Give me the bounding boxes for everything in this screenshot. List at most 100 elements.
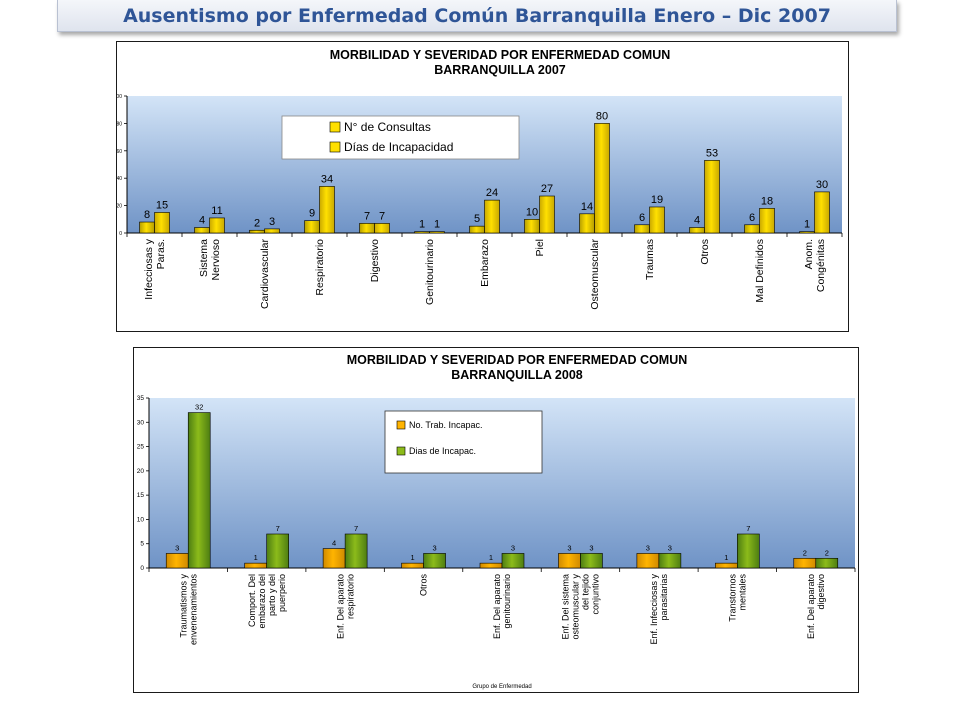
bar-series2 bbox=[704, 160, 720, 234]
category-label: Comport. Del bbox=[247, 574, 257, 627]
category-label: Otros bbox=[699, 239, 711, 265]
data-label: 1 bbox=[254, 553, 258, 562]
category-label: puerperio bbox=[277, 574, 287, 612]
bar-series2 bbox=[209, 217, 225, 234]
data-label: 19 bbox=[651, 194, 663, 206]
y-tick-label: 100 bbox=[117, 94, 122, 100]
bar-series1 bbox=[194, 227, 210, 234]
bar-series1 bbox=[744, 224, 760, 234]
bar-series1 bbox=[793, 557, 817, 569]
bar-series2 bbox=[814, 191, 830, 234]
data-label: 7 bbox=[379, 210, 385, 222]
category-label: Enf. Del aparato bbox=[806, 574, 816, 639]
y-tick-label: 10 bbox=[137, 516, 145, 523]
slide-title-text: Ausentismo por Enfermedad Común Barranqu… bbox=[123, 4, 831, 27]
bar-series2 bbox=[154, 212, 170, 234]
chart-2007-frame: MORBILIDAD Y SEVERIDAD POR ENFERMEDAD CO… bbox=[116, 41, 849, 332]
data-label: 24 bbox=[486, 187, 498, 199]
data-label: 3 bbox=[589, 543, 593, 552]
bar-series1 bbox=[715, 562, 738, 569]
data-label: 5 bbox=[474, 213, 480, 225]
y-tick-label: 20 bbox=[137, 468, 145, 475]
bar-series2 bbox=[423, 553, 446, 569]
chart-2007-svg: MORBILIDAD Y SEVERIDAD POR ENFERMEDAD CO… bbox=[117, 48, 843, 310]
bar-series2 bbox=[501, 553, 525, 569]
data-label: 3 bbox=[269, 216, 275, 228]
category-label: Embarazo bbox=[479, 239, 491, 287]
y-tick-label: 20 bbox=[117, 204, 122, 210]
legend-label: Días de Incapacidad bbox=[344, 140, 453, 154]
data-label: 7 bbox=[354, 524, 358, 533]
data-label: 53 bbox=[706, 147, 718, 159]
bar-series2 bbox=[759, 208, 775, 234]
category-label: genitourinario bbox=[502, 574, 512, 629]
category-label: Digestivo bbox=[369, 239, 381, 282]
data-label: 3 bbox=[668, 543, 672, 552]
bar-series2 bbox=[594, 123, 610, 234]
data-label: 2 bbox=[803, 548, 807, 557]
y-tick-label: 60 bbox=[117, 149, 122, 155]
bar-series1 bbox=[558, 553, 581, 569]
bar-series1 bbox=[636, 553, 660, 569]
bar-series1 bbox=[165, 553, 189, 569]
category-label: Enf. Infecciosas y bbox=[649, 574, 659, 645]
y-tick-label: 0 bbox=[140, 565, 144, 572]
category-label: parasitarias bbox=[659, 574, 669, 621]
chart-title-line: BARRANQUILLA 2008 bbox=[451, 368, 583, 382]
y-tick-label: 0 bbox=[119, 231, 122, 237]
data-label: 18 bbox=[761, 195, 773, 207]
y-tick-label: 25 bbox=[137, 444, 145, 451]
bar-series2 bbox=[484, 199, 500, 234]
y-tick-label: 5 bbox=[140, 541, 144, 548]
bar-series2 bbox=[187, 412, 211, 569]
chart-title-line: MORBILIDAD Y SEVERIDAD POR ENFERMEDAD CO… bbox=[330, 48, 671, 62]
data-label: 34 bbox=[321, 173, 333, 185]
category-label: Enf. Del aparato bbox=[492, 574, 502, 639]
bar-series1 bbox=[414, 231, 430, 234]
data-label: 7 bbox=[276, 524, 280, 533]
legend-swatch bbox=[329, 121, 341, 133]
bar-series2 bbox=[737, 533, 760, 569]
category-label: Traumatismos y bbox=[178, 574, 188, 638]
data-label: 2 bbox=[825, 548, 829, 557]
data-label: 2 bbox=[254, 217, 260, 229]
category-label: Genitourinario bbox=[424, 239, 436, 305]
category-label: Osteomuscular bbox=[589, 238, 601, 309]
data-label: 8 bbox=[144, 209, 150, 221]
category-label: envenenamientos bbox=[188, 574, 198, 646]
category-label: digestivo bbox=[816, 574, 826, 610]
legend-label: No. Trab. Incapac. bbox=[409, 420, 483, 430]
bar-series2 bbox=[344, 533, 368, 569]
bar-series1 bbox=[401, 562, 424, 569]
legend-box bbox=[384, 410, 543, 474]
legend-swatch bbox=[396, 446, 406, 456]
chart-title-line: MORBILIDAD Y SEVERIDAD POR ENFERMEDAD CO… bbox=[347, 353, 688, 367]
bar-series2 bbox=[815, 557, 839, 569]
chart-title-line: BARRANQUILLA 2007 bbox=[434, 63, 566, 77]
category-label: conjuntivo bbox=[591, 574, 601, 615]
bar-series2 bbox=[429, 231, 445, 234]
data-label: 1 bbox=[489, 553, 493, 562]
y-tick-label: 80 bbox=[117, 121, 122, 127]
bar-series1 bbox=[524, 219, 540, 234]
bar-series1 bbox=[304, 220, 320, 234]
data-label: 80 bbox=[596, 110, 608, 122]
category-label: Traumas bbox=[644, 239, 656, 280]
category-label: Infecciosas y bbox=[143, 238, 155, 299]
category-label: parto y del bbox=[267, 574, 277, 616]
category-label: Sistema bbox=[198, 239, 210, 277]
data-label: 4 bbox=[199, 215, 205, 227]
bar-series1 bbox=[244, 562, 267, 569]
y-tick-label: 35 bbox=[137, 395, 145, 402]
category-label: Mal Definidos bbox=[754, 239, 766, 303]
data-label: 1 bbox=[419, 219, 425, 231]
bar-series2 bbox=[539, 195, 555, 234]
bar-series1 bbox=[579, 213, 595, 234]
bar-series1 bbox=[689, 227, 705, 234]
slide-title: Ausentismo por Enfermedad Común Barranqu… bbox=[57, 0, 897, 32]
category-label: Anom. bbox=[803, 239, 815, 269]
category-label: Piel bbox=[534, 239, 546, 257]
data-label: 11 bbox=[211, 205, 222, 217]
data-label: 4 bbox=[694, 215, 700, 227]
category-label: Enf. Del aparato bbox=[335, 574, 345, 639]
